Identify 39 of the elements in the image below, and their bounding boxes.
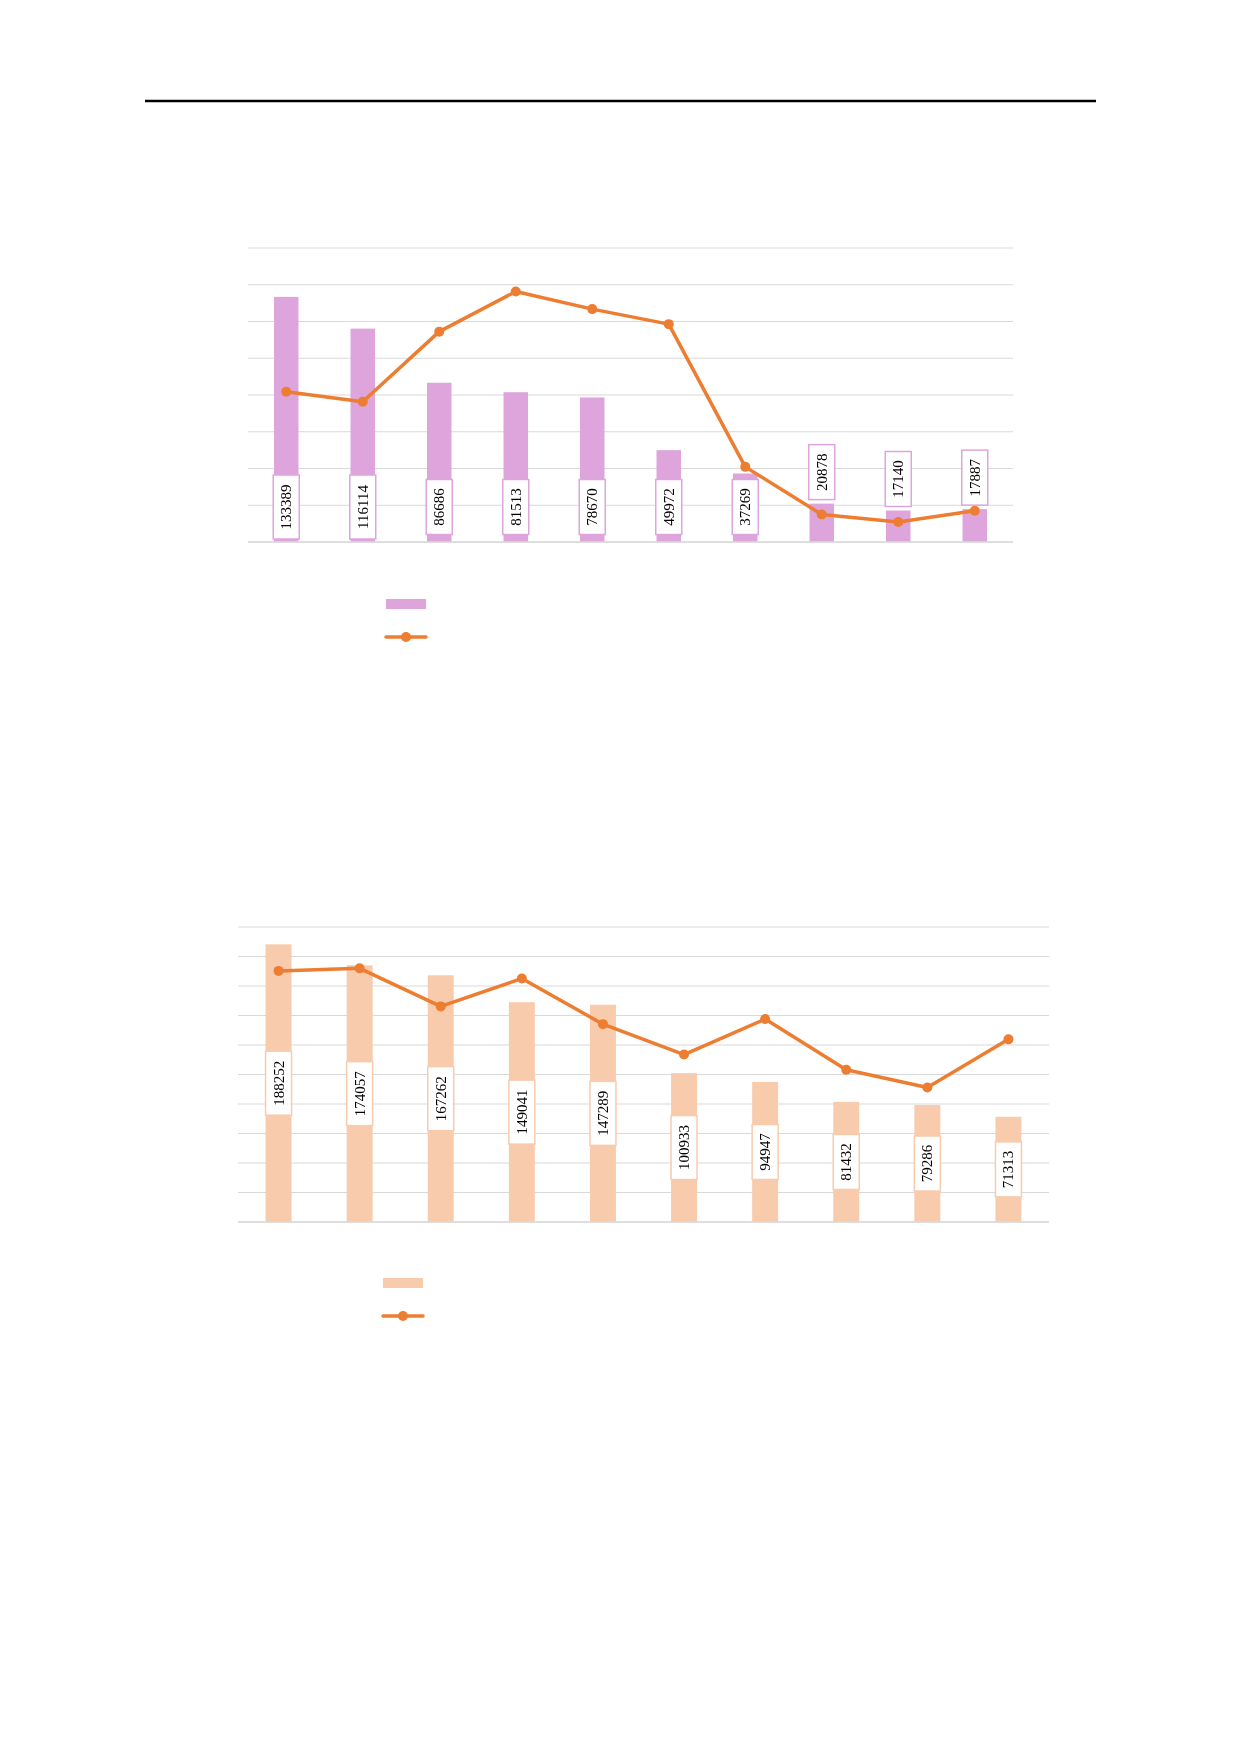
- data-label: 86686: [431, 487, 448, 526]
- data-label: 94947: [757, 1132, 774, 1171]
- data-label: 37269: [737, 488, 754, 526]
- point: [273, 965, 284, 976]
- point: [510, 286, 521, 297]
- data-label: 100933: [676, 1125, 693, 1171]
- point: [816, 509, 827, 520]
- point: [434, 326, 445, 337]
- point: [663, 319, 674, 330]
- point: [587, 304, 598, 315]
- point: [597, 1019, 608, 1030]
- point: [357, 396, 368, 407]
- point: [969, 505, 980, 516]
- data-label: 17887: [966, 458, 983, 497]
- data-label: 116114: [354, 484, 371, 529]
- data-label: 49972: [660, 488, 677, 526]
- point: [740, 461, 751, 472]
- point: [760, 1014, 771, 1025]
- data-label: 79286: [919, 1144, 936, 1183]
- data-label: 81432: [838, 1143, 855, 1181]
- point: [516, 973, 527, 984]
- point: [841, 1064, 852, 1075]
- data-label: 20878: [813, 453, 830, 491]
- point: [435, 1001, 446, 1012]
- data-label: 71313: [1000, 1150, 1017, 1189]
- data-label: 147289: [594, 1090, 611, 1136]
- data-label: 78670: [584, 488, 601, 526]
- point: [354, 963, 365, 974]
- point: [922, 1082, 933, 1093]
- point: [281, 386, 292, 397]
- data-label: 167262: [432, 1076, 449, 1122]
- data-label: 188252: [270, 1060, 287, 1106]
- data-label: 17140: [890, 460, 907, 498]
- data-label: 149041: [513, 1089, 530, 1135]
- data-label: 81513: [507, 488, 524, 526]
- point: [679, 1049, 690, 1060]
- point: [1003, 1034, 1014, 1045]
- data-label: 174057: [351, 1070, 368, 1117]
- data-label: 133389: [278, 484, 295, 530]
